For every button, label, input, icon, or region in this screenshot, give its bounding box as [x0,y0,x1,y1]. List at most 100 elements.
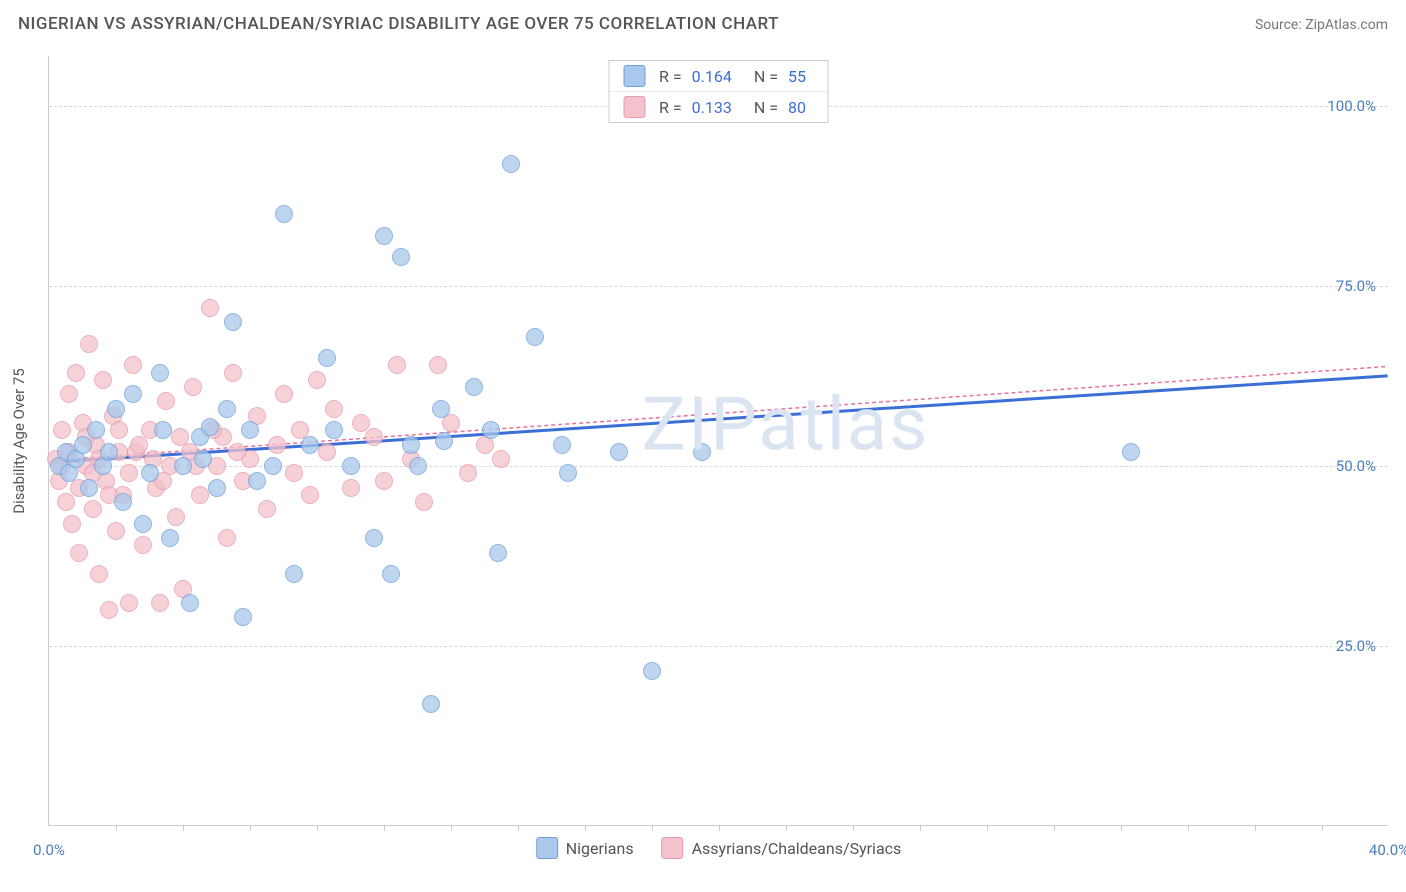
legend-stats-row: R =0.164N =55 [609,61,828,91]
r-value: 0.133 [692,98,732,117]
r-label: R = [659,98,682,117]
assyrians-point [325,400,343,418]
assyrians-point [258,500,276,518]
source-attribution: Source: ZipAtlas.com [1255,17,1388,33]
nigerians-point [154,421,172,439]
nigerians-point [248,472,266,490]
assyrians-point [120,464,138,482]
legend-label: Assyrians/Chaldeans/Syriacs [692,839,902,858]
x-minor-tick [183,825,184,831]
chart-frame: Disability Age Over 75 ZIPatlas R =0.164… [48,56,1388,826]
nigerians-point [526,328,544,346]
x-minor-tick [786,825,787,831]
assyrians-swatch-icon [623,96,645,118]
y-gridline [49,646,1388,647]
nigerians-point [241,421,259,439]
nigerians-point [141,464,159,482]
nigerians-point [275,205,293,223]
trend-lines-svg [49,56,1388,825]
nigerians-point [325,421,343,439]
nigerians-point [74,436,92,454]
plot-area: 25.0%50.0%75.0%100.0%0.0%40.0% [49,56,1388,825]
assyrians-point [53,421,71,439]
assyrians-point [63,515,81,533]
y-tick-label: 75.0% [1336,277,1376,295]
assyrians-point [318,443,336,461]
assyrians-point [342,479,360,497]
nigerians-point [402,436,420,454]
nigerians-point [365,529,383,547]
assyrians-point [84,500,102,518]
assyrians-point [90,565,108,583]
x-minor-tick [1322,825,1323,831]
assyrians-point [124,356,142,374]
nigerians-point [134,515,152,533]
assyrians-point [171,428,189,446]
n-label: N = [754,98,778,117]
nigerians-point [100,443,118,461]
assyrians-point [365,428,383,446]
legend-stats-row: R =0.133N =80 [609,91,828,122]
nigerians-point [482,421,500,439]
nigerians-point [422,695,440,713]
x-tick-label: 0.0% [33,841,65,859]
assyrians-point [80,335,98,353]
assyrians-point [94,371,112,389]
assyrians-point [228,443,246,461]
x-minor-tick [518,825,519,831]
nigerians-point [151,364,169,382]
assyrians-point [70,544,88,562]
nigerians-point [208,479,226,497]
x-minor-tick [384,825,385,831]
nigerians-point [218,400,236,418]
nigerians-swatch-icon [623,65,645,87]
x-minor-tick [317,825,318,831]
nigerians-point [693,443,711,461]
nigerians-point [432,400,450,418]
x-minor-tick [1255,825,1256,831]
chart-title: NIGERIAN VS ASSYRIAN/CHALDEAN/SYRIAC DIS… [18,14,779,34]
assyrians-point [429,356,447,374]
nigerians-point [264,457,282,475]
legend-label: Nigerians [566,839,634,858]
assyrians-point [352,414,370,432]
nigerians-point [224,313,242,331]
nigerians-point [409,457,427,475]
assyrians-point [415,493,433,511]
x-minor-tick [250,825,251,831]
assyrians-point [134,536,152,554]
assyrians-point [184,378,202,396]
nigerians-point [610,443,628,461]
nigerians-point [234,608,252,626]
x-minor-tick [719,825,720,831]
nigerians-point [553,436,571,454]
nigerians-point [392,248,410,266]
assyrians-point [201,299,219,317]
assyrians-point [375,472,393,490]
assyrians-point [60,385,78,403]
y-gridline [49,286,1388,287]
assyrians-point [459,464,477,482]
nigerians-point [435,432,453,450]
nigerians-point [375,227,393,245]
nigerians-swatch-icon [536,837,558,859]
nigerians-point [502,155,520,173]
assyrians-point [492,450,510,468]
assyrians-point [191,486,209,504]
assyrians-point [301,486,319,504]
x-minor-tick [451,825,452,831]
assyrians-point [224,364,242,382]
x-minor-tick [1188,825,1189,831]
nigerians-point [124,385,142,403]
nigerians-point [107,400,125,418]
assyrians-swatch-icon [662,837,684,859]
n-value: 55 [788,67,806,86]
r-value: 0.164 [692,67,732,86]
nigerians-point [194,450,212,468]
y-tick-label: 100.0% [1327,97,1376,115]
nigerians-point [285,565,303,583]
x-minor-tick [116,825,117,831]
x-minor-tick [1054,825,1055,831]
x-tick-label: 40.0% [1369,841,1406,859]
assyrians-point [57,493,75,511]
